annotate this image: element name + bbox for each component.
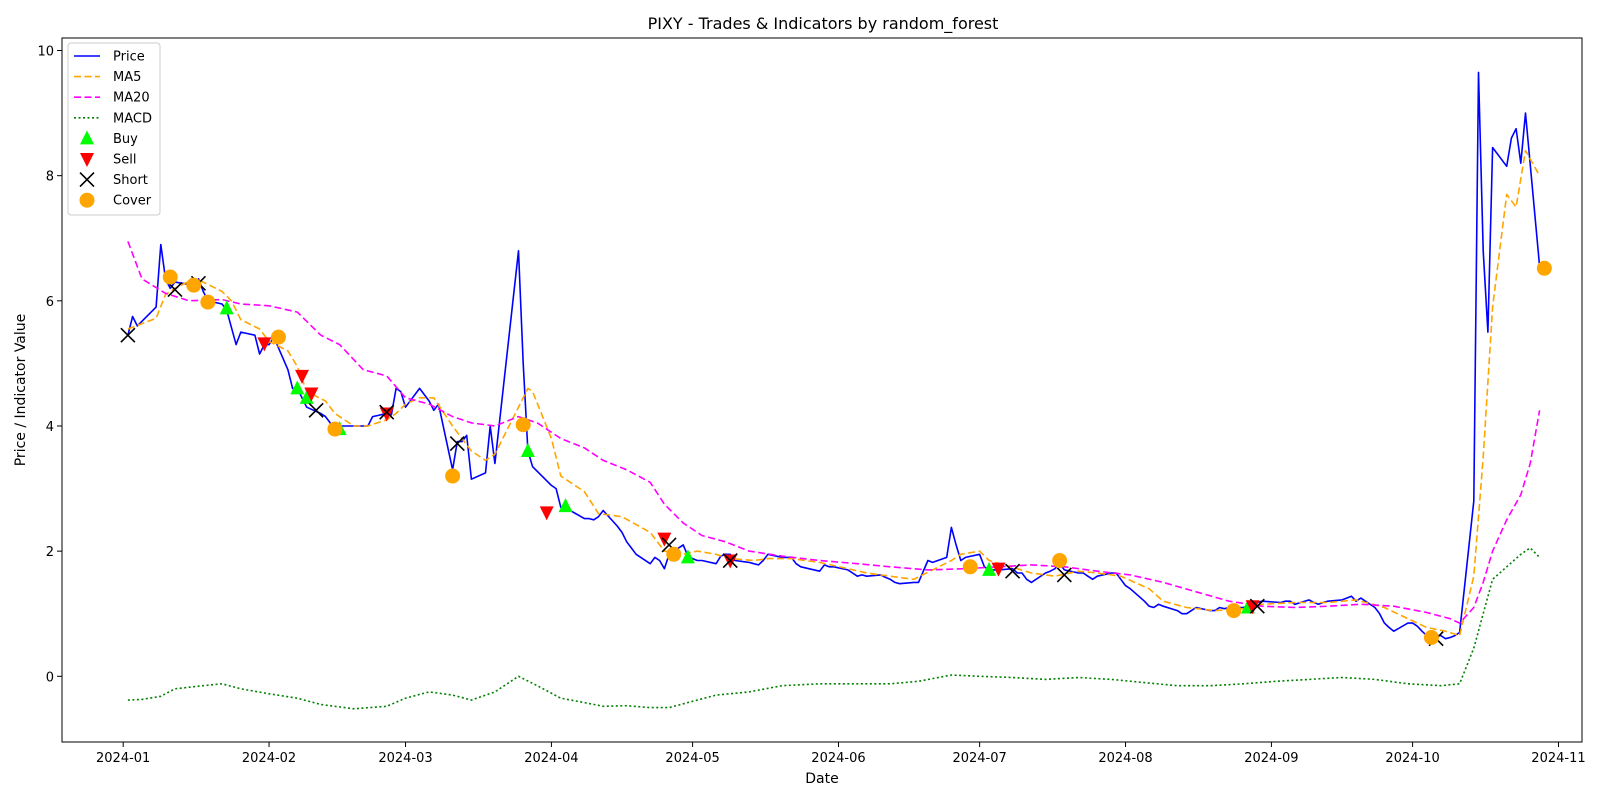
cover-marker [1423, 629, 1439, 645]
sell-marker [991, 562, 1006, 577]
x-tick-label: 2024-06 [811, 751, 865, 766]
cover-marker [1536, 260, 1552, 276]
x-axis-label: Date [805, 771, 838, 787]
cover-marker [1052, 553, 1068, 569]
x-tick-label: 2024-04 [524, 751, 578, 766]
legend-label-price: Price [113, 50, 145, 65]
short-marker [308, 402, 324, 418]
short-marker-stroke-b [1005, 563, 1021, 579]
legend-box [67, 42, 161, 216]
legend-swatch-sell [80, 153, 94, 167]
short-marker [449, 435, 465, 452]
chart-title: PIXY - Trades & Indicators by random_for… [648, 14, 999, 34]
legend-label-ma5: MA5 [113, 70, 141, 85]
buy-marker [299, 389, 314, 404]
legend-label-cover: Cover [113, 194, 152, 209]
legend: Price MA5 MA20 MACD Buy Sell Short Cover [67, 42, 161, 216]
y-tick-label: 10 [37, 45, 54, 60]
short-marker [379, 404, 395, 420]
y-tick-label: 2 [46, 545, 54, 560]
short-marker [1056, 567, 1072, 583]
sell-marker [379, 407, 394, 422]
buy-marker [520, 443, 535, 458]
short-marker-stroke-b [308, 402, 324, 418]
short-marker-stroke-b [722, 552, 738, 569]
legend-label-sell: Sell [113, 153, 136, 168]
series-line-macd [127, 547, 1541, 710]
y-tick-label: 0 [46, 670, 54, 685]
legend-swatch-cover [79, 192, 95, 208]
short-marker [1005, 563, 1021, 579]
sell-marker [257, 337, 272, 352]
short-marker-stroke-b [1056, 567, 1072, 583]
legend-label-short: Short [113, 173, 148, 188]
buy-marker [982, 561, 997, 576]
x-tick-label: 2024-09 [1244, 751, 1298, 766]
short-marker [120, 327, 136, 343]
sell-marker [304, 387, 319, 402]
y-tick-label: 4 [46, 420, 54, 435]
plot-frame [61, 37, 1583, 743]
x-tick-label: 2024-01 [96, 751, 150, 766]
cover-marker [445, 468, 461, 484]
cover-marker [200, 294, 216, 310]
x-tick-label: 2024-11 [1531, 751, 1585, 766]
x-tick-label: 2024-10 [1385, 751, 1439, 766]
x-axis: 2024-01 2024-02 2024-03 2024-04 2024-05 2024-… [96, 742, 1586, 766]
buy-marker [290, 380, 305, 395]
short-marker [167, 281, 183, 298]
cover-marker [1226, 603, 1242, 619]
y-tick-label: 8 [46, 170, 54, 185]
short-marker-stroke-b [449, 435, 465, 452]
short-marker [722, 552, 738, 569]
sell-marker [539, 506, 554, 521]
x-tick-label: 2024-02 [242, 751, 296, 766]
legend-swatch-short [79, 172, 95, 188]
cover-marker [327, 421, 343, 437]
y-tick-label: 6 [46, 295, 54, 310]
cover-marker [186, 277, 202, 293]
sell-marker [1245, 600, 1260, 615]
short-marker-stroke-b [379, 404, 395, 420]
legend-label-macd: MACD [113, 111, 152, 126]
x-tick-label: 2024-08 [1098, 751, 1152, 766]
plot-area [120, 71, 1552, 710]
cover-marker [666, 546, 682, 562]
legend-swatch-short-stroke-b [79, 172, 95, 188]
y-axis: 0 2 4 6 8 10 [37, 45, 62, 685]
cover-marker [962, 559, 978, 575]
short-marker-stroke-b [1249, 598, 1265, 614]
buy-marker [219, 300, 234, 315]
y-axis-label: Price / Indicator Value [13, 314, 29, 467]
short-marker-stroke-b [120, 327, 136, 343]
short-marker [1249, 598, 1265, 614]
legend-label-ma20: MA20 [113, 91, 150, 106]
legend-swatch-buy [80, 130, 94, 145]
sell-marker [295, 369, 309, 384]
buy-marker [680, 549, 695, 564]
short-marker-stroke-b [661, 537, 677, 553]
series-line-ma5 [127, 149, 1541, 637]
x-tick-label: 2024-07 [952, 751, 1006, 766]
legend-label-buy: Buy [113, 132, 138, 147]
cover-marker [270, 329, 286, 345]
series-line-ma20 [127, 241, 1541, 624]
x-tick-label: 2024-03 [378, 751, 432, 766]
cover-marker [515, 417, 531, 433]
short-marker-stroke-b [167, 281, 183, 298]
x-tick-label: 2024-05 [665, 751, 719, 766]
buy-marker [558, 498, 573, 513]
cover-marker [162, 269, 178, 285]
